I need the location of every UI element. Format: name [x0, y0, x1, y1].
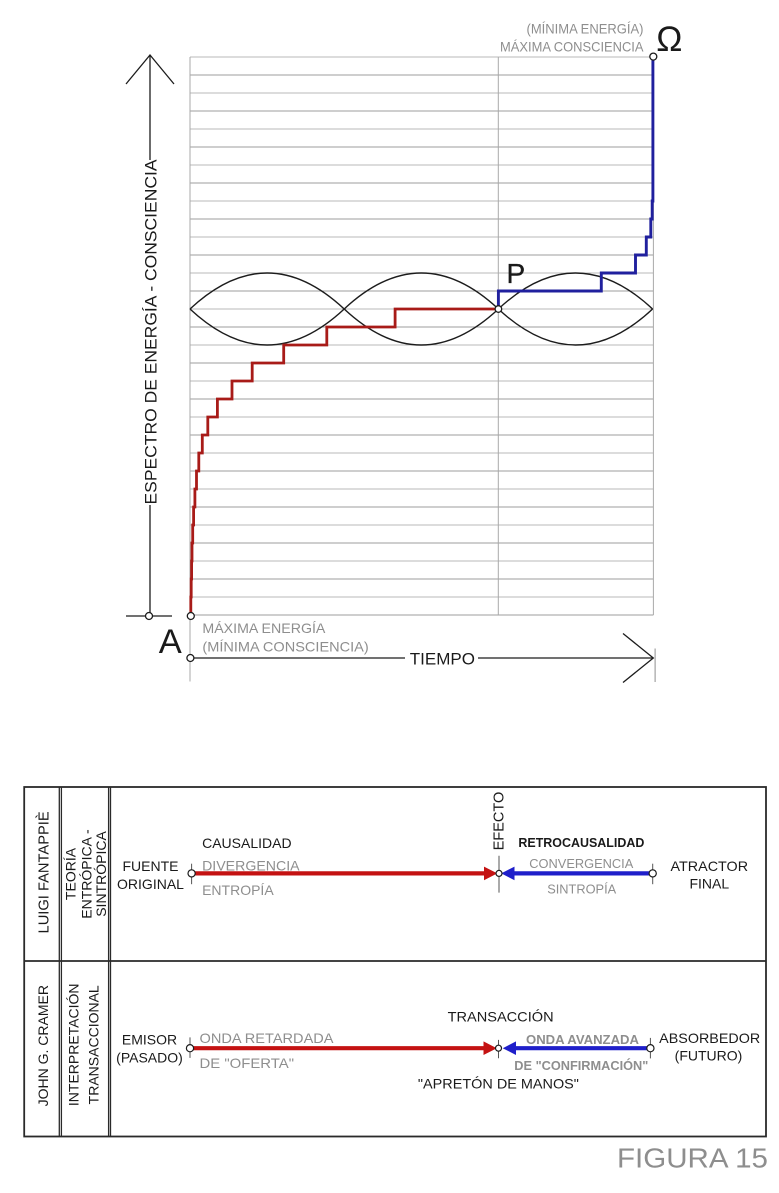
svg-text:MÁXIMA ENERGÍA: MÁXIMA ENERGÍA	[202, 620, 326, 636]
svg-text:FINAL: FINAL	[689, 875, 729, 891]
svg-text:CAUSALIDAD: CAUSALIDAD	[202, 835, 291, 851]
svg-text:EFECTO: EFECTO	[492, 792, 508, 851]
svg-text:TEORÍA: TEORÍA	[63, 847, 79, 900]
svg-text:TIEMPO: TIEMPO	[410, 649, 475, 668]
svg-text:MÁXIMA CONSCIENCIA: MÁXIMA CONSCIENCIA	[500, 38, 644, 54]
svg-text:(MÍNIMA ENERGÍA): (MÍNIMA ENERGÍA)	[527, 21, 644, 37]
svg-text:CONVERGENCIA: CONVERGENCIA	[529, 856, 633, 871]
svg-text:FUENTE: FUENTE	[123, 858, 179, 874]
svg-text:(MÍNIMA CONSCIENCIA): (MÍNIMA CONSCIENCIA)	[202, 638, 368, 654]
svg-text:(FUTURO): (FUTURO)	[675, 1048, 743, 1064]
svg-text:RETROCAUSALIDAD: RETROCAUSALIDAD	[518, 835, 644, 850]
svg-text:JOHN G. CRAMER: JOHN G. CRAMER	[35, 985, 51, 1106]
svg-text:TRANSACCIONAL: TRANSACCIONAL	[85, 985, 101, 1104]
svg-text:(PASADO): (PASADO)	[116, 1050, 183, 1066]
svg-text:ENTROPÍA: ENTROPÍA	[202, 882, 274, 898]
svg-text:Ω: Ω	[656, 20, 682, 59]
svg-text:ABSORBEDOR: ABSORBEDOR	[659, 1030, 760, 1046]
svg-text:ORIGINAL: ORIGINAL	[117, 876, 184, 892]
svg-text:ATRACTOR: ATRACTOR	[671, 858, 749, 874]
svg-text:DE "OFERTA": DE "OFERTA"	[200, 1055, 295, 1071]
svg-text:DIVERGENCIA: DIVERGENCIA	[202, 857, 300, 873]
svg-text:LUIGI FANTAPPIÈ: LUIGI FANTAPPIÈ	[36, 811, 53, 933]
svg-text:ESPECTRO DE ENERGÍA - CONSCIEN: ESPECTRO DE ENERGÍA - CONSCIENCIA	[142, 159, 161, 505]
svg-text:"APRETÓN DE MANOS": "APRETÓN DE MANOS"	[418, 1076, 579, 1092]
svg-text:ENTRÓPICA -: ENTRÓPICA -	[79, 829, 95, 919]
svg-text:INTERPRETACIÓN: INTERPRETACIÓN	[65, 983, 81, 1106]
svg-text:FIGURA 15: FIGURA 15	[617, 1143, 768, 1174]
svg-text:P: P	[507, 258, 526, 289]
svg-text:EMISOR: EMISOR	[122, 1032, 177, 1048]
svg-text:SINTROPÍA: SINTROPÍA	[547, 881, 616, 896]
svg-text:TRANSACCIÓN: TRANSACCIÓN	[448, 1009, 554, 1025]
svg-text:ONDA RETARDADA: ONDA RETARDADA	[200, 1030, 335, 1046]
svg-text:A: A	[159, 623, 182, 661]
svg-text:ONDA AVANZADA: ONDA AVANZADA	[526, 1032, 640, 1047]
svg-text:DE "CONFIRMACIÓN": DE "CONFIRMACIÓN"	[514, 1058, 648, 1073]
svg-text:SINTRÓPICA: SINTRÓPICA	[93, 831, 109, 917]
